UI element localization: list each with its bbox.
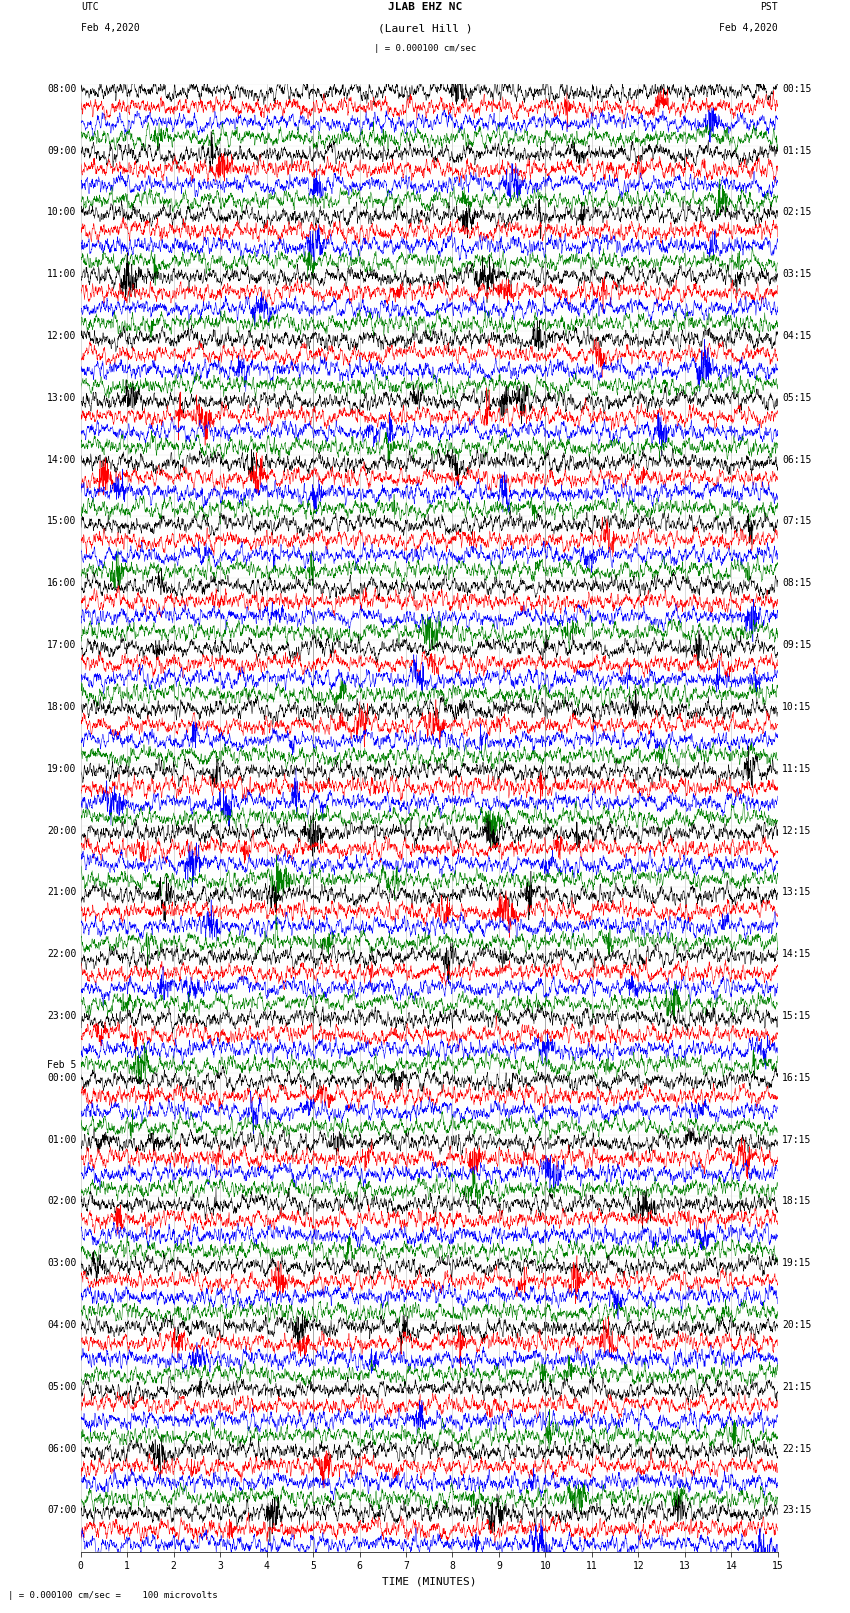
Text: Feb 4,2020: Feb 4,2020 <box>81 24 139 34</box>
Text: 03:00: 03:00 <box>47 1258 76 1268</box>
Text: Feb 4,2020: Feb 4,2020 <box>719 24 778 34</box>
Text: (Laurel Hill ): (Laurel Hill ) <box>377 24 473 34</box>
Text: 09:15: 09:15 <box>782 640 812 650</box>
Text: 18:00: 18:00 <box>47 702 76 711</box>
Text: 07:15: 07:15 <box>782 516 812 526</box>
Text: 01:15: 01:15 <box>782 145 812 156</box>
Text: 05:15: 05:15 <box>782 394 812 403</box>
Text: 14:15: 14:15 <box>782 948 812 960</box>
Text: 19:15: 19:15 <box>782 1258 812 1268</box>
Text: 09:00: 09:00 <box>47 145 76 156</box>
Text: JLAB EHZ NC: JLAB EHZ NC <box>388 3 462 13</box>
Text: 06:15: 06:15 <box>782 455 812 465</box>
Text: 05:00: 05:00 <box>47 1382 76 1392</box>
Text: 17:15: 17:15 <box>782 1134 812 1145</box>
Text: 10:15: 10:15 <box>782 702 812 711</box>
Text: 12:15: 12:15 <box>782 826 812 836</box>
Text: 13:15: 13:15 <box>782 887 812 897</box>
Text: 22:00: 22:00 <box>47 948 76 960</box>
Text: 10:00: 10:00 <box>47 208 76 218</box>
Text: 02:15: 02:15 <box>782 208 812 218</box>
Text: 14:00: 14:00 <box>47 455 76 465</box>
Text: 21:15: 21:15 <box>782 1382 812 1392</box>
Text: PST: PST <box>760 3 778 13</box>
Text: 15:00: 15:00 <box>47 516 76 526</box>
Text: 20:00: 20:00 <box>47 826 76 836</box>
Text: 06:00: 06:00 <box>47 1444 76 1453</box>
Text: 11:15: 11:15 <box>782 763 812 774</box>
Text: | = 0.000100 cm/sec =    100 microvolts: | = 0.000100 cm/sec = 100 microvolts <box>8 1590 218 1600</box>
Text: 11:00: 11:00 <box>47 269 76 279</box>
Text: 15:15: 15:15 <box>782 1011 812 1021</box>
Text: 04:15: 04:15 <box>782 331 812 340</box>
Text: 18:15: 18:15 <box>782 1197 812 1207</box>
Text: 02:00: 02:00 <box>47 1197 76 1207</box>
Text: 00:15: 00:15 <box>782 84 812 94</box>
Text: 16:00: 16:00 <box>47 579 76 589</box>
Text: 03:15: 03:15 <box>782 269 812 279</box>
Text: 22:15: 22:15 <box>782 1444 812 1453</box>
Text: 13:00: 13:00 <box>47 394 76 403</box>
Text: 19:00: 19:00 <box>47 763 76 774</box>
Text: 23:00: 23:00 <box>47 1011 76 1021</box>
Text: 01:00: 01:00 <box>47 1134 76 1145</box>
Text: 16:15: 16:15 <box>782 1073 812 1082</box>
Text: 23:15: 23:15 <box>782 1505 812 1515</box>
Text: 08:00: 08:00 <box>47 84 76 94</box>
Text: 07:00: 07:00 <box>47 1505 76 1515</box>
Text: 08:15: 08:15 <box>782 579 812 589</box>
Text: 20:15: 20:15 <box>782 1319 812 1331</box>
Text: | = 0.000100 cm/sec: | = 0.000100 cm/sec <box>374 44 476 53</box>
Text: UTC: UTC <box>81 3 99 13</box>
X-axis label: TIME (MINUTES): TIME (MINUTES) <box>382 1578 477 1587</box>
Text: 17:00: 17:00 <box>47 640 76 650</box>
Text: 12:00: 12:00 <box>47 331 76 340</box>
Text: 04:00: 04:00 <box>47 1319 76 1331</box>
Text: Feb 5: Feb 5 <box>47 1060 76 1069</box>
Text: 00:00: 00:00 <box>47 1073 76 1082</box>
Text: 21:00: 21:00 <box>47 887 76 897</box>
